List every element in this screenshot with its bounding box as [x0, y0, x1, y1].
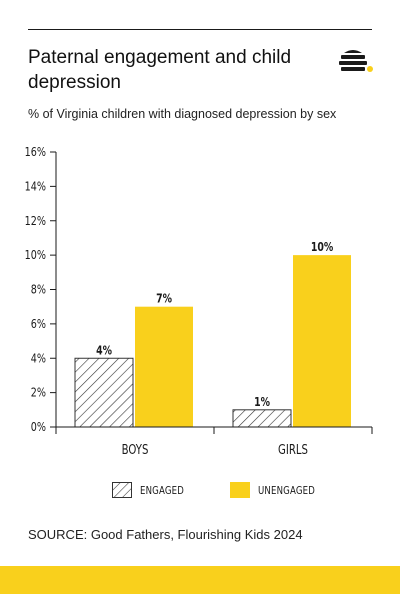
bar-unengaged-boys: [135, 306, 193, 427]
data-label: 7%: [156, 292, 172, 306]
beehive-icon: [339, 50, 373, 72]
legend-swatch-unengaged: [230, 482, 251, 498]
footer-band: [0, 566, 400, 594]
y-tick-label: 6%: [31, 317, 46, 331]
bar-unengaged-girls: [293, 255, 351, 427]
y-tick-label: 2%: [31, 386, 46, 400]
chart-subtitle: % of Virginia children with diagnosed de…: [28, 107, 337, 121]
legend-label-engaged: ENGAGED: [140, 483, 184, 497]
legend-item-engaged: ENGAGED: [112, 482, 196, 498]
bar-engaged-girls: [232, 409, 292, 428]
y-tick-label: 14%: [25, 179, 46, 193]
data-label: 4%: [96, 343, 112, 357]
bar-engaged-boys: [74, 357, 134, 428]
source-note: SOURCE: Good Fathers, Flourishing Kids 2…: [28, 527, 303, 542]
legend: ENGAGED UNENGAGED: [112, 480, 365, 500]
x-category-label: BOYS: [122, 442, 149, 458]
top-rule: [28, 29, 372, 30]
legend-label-unengaged: UNENGAGED: [258, 483, 316, 497]
y-tick-label: 0%: [31, 420, 46, 434]
y-tick-label: 10%: [25, 248, 46, 262]
legend-swatch-engaged: [112, 482, 132, 498]
bar-chart: 0% 2% 4% 6% 8% 10% 12% 14% 16% 4% 7% 1% 10% BOYS GIR…: [25, 145, 373, 458]
data-label: 1%: [254, 395, 270, 409]
y-tick-label: 8%: [31, 282, 46, 296]
x-category-label: GIRLS: [278, 442, 308, 458]
y-tick-label: 12%: [25, 214, 46, 228]
data-label: 10%: [311, 240, 334, 254]
y-tick-label: 16%: [25, 145, 46, 159]
chart-title: Paternal engagement and child depression: [28, 47, 292, 93]
y-tick-label: 4%: [31, 351, 46, 365]
legend-item-unengaged: UNENGAGED: [230, 482, 331, 498]
